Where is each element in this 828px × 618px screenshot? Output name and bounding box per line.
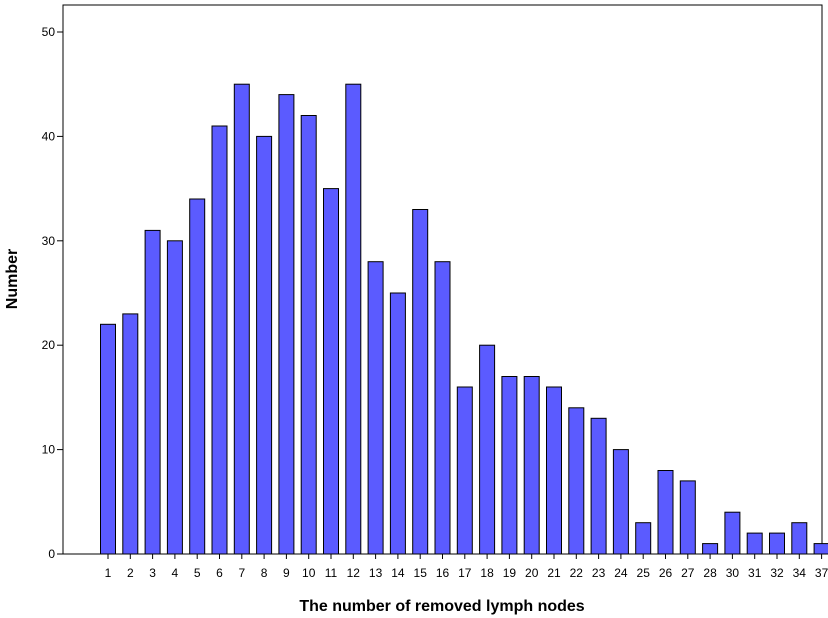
x-tick-label: 19: [503, 566, 517, 580]
bar-8: [256, 135, 273, 555]
bar-4: [166, 240, 183, 555]
x-tick-label: 2: [127, 566, 134, 580]
x-tick-label: 22: [570, 566, 584, 580]
bar-5: [189, 198, 206, 555]
bar-30: [724, 511, 741, 555]
x-tick-label: 25: [637, 566, 651, 580]
bar-20: [523, 376, 540, 555]
x-tick-label: 16: [436, 566, 450, 580]
bar-16: [434, 261, 451, 555]
x-tick-label: 12: [347, 566, 361, 580]
x-tick-label: 8: [261, 566, 268, 580]
bar-18: [479, 344, 496, 555]
x-tick-label: 3: [149, 566, 156, 580]
bar-25: [635, 522, 652, 555]
bar-1: [100, 323, 116, 555]
x-tick-label: 1: [105, 566, 112, 580]
x-tick-label: 10: [302, 566, 316, 580]
y-tick-label: 20: [42, 338, 56, 352]
bar-24: [612, 449, 629, 555]
bar-32: [769, 532, 785, 555]
y-axis-title: Number: [4, 249, 21, 309]
bar-9: [278, 94, 295, 555]
y-axis: 0 10 20 30 40 50: [42, 25, 63, 561]
x-tick-label: 28: [703, 566, 717, 580]
x-axis-title: The number of removed lymph nodes: [299, 598, 584, 615]
x-tick-label: 7: [238, 566, 245, 580]
bar-22: [568, 407, 585, 555]
bar-28: [702, 543, 719, 555]
bar-27: [679, 480, 696, 555]
bar-7: [233, 83, 250, 555]
y-tick-label: 40: [42, 129, 56, 143]
bar-15: [412, 209, 429, 555]
y-tick-label: 30: [42, 234, 56, 248]
bars: [100, 83, 828, 555]
x-tick-label: 18: [480, 566, 494, 580]
bar-13: [367, 261, 384, 555]
x-tick-label: 9: [283, 566, 290, 580]
x-tick-label: 31: [748, 566, 762, 580]
y-tick-label: 50: [42, 25, 56, 39]
x-axis: 1 2 3 4 5 6 7 8 9 10 11 12 13 14 15 16 17 18 19 20 21 22 23 24 2…: [105, 554, 828, 580]
bar-31: [746, 532, 763, 555]
bar-11: [323, 188, 339, 555]
x-tick-label: 24: [614, 566, 628, 580]
x-tick-label: 32: [770, 566, 784, 580]
x-tick-label: 14: [391, 566, 405, 580]
bar-10: [300, 115, 317, 555]
x-tick-label: 26: [659, 566, 673, 580]
bar-17: [456, 386, 473, 555]
bar-3: [144, 229, 161, 555]
x-tick-label: 15: [414, 566, 428, 580]
bar-37: [813, 543, 828, 555]
x-tick-label: 11: [325, 566, 338, 580]
x-tick-label: 13: [369, 566, 383, 580]
x-tick-label: 30: [726, 566, 740, 580]
x-tick-label: 23: [592, 566, 606, 580]
x-tick-label: 4: [172, 566, 179, 580]
x-tick-label: 21: [547, 566, 561, 580]
bar-23: [590, 417, 607, 555]
x-tick-label: 17: [458, 566, 472, 580]
bar-19: [501, 376, 518, 555]
x-tick-label: 20: [525, 566, 539, 580]
y-tick-label: 0: [48, 547, 55, 561]
x-tick-label: 37: [815, 566, 828, 580]
x-tick-label: 34: [793, 566, 807, 580]
x-tick-label: 27: [681, 566, 695, 580]
y-tick-label: 10: [42, 443, 56, 457]
bar-34: [791, 522, 808, 555]
bar-12: [345, 83, 362, 555]
bar-6: [211, 125, 228, 555]
x-tick-label: 5: [194, 566, 201, 580]
bar-21: [546, 386, 562, 555]
bar-14: [389, 292, 406, 555]
x-tick-label: 6: [216, 566, 223, 580]
bar-2: [122, 313, 139, 555]
bar-26: [657, 470, 674, 555]
